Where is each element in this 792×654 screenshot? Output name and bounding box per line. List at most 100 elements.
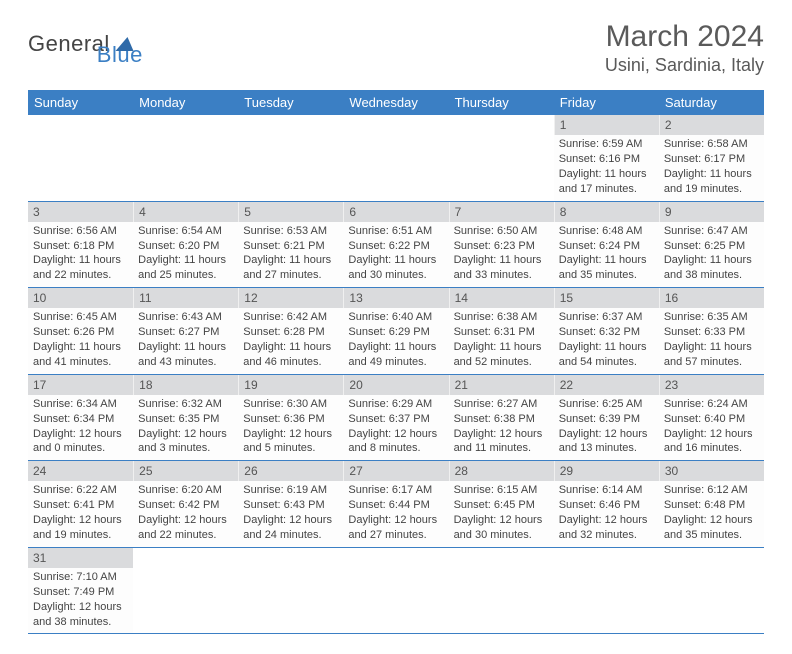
day-number: 26 [238,461,343,481]
day-number: 5 [238,202,343,222]
daylight-line1: Daylight: 11 hours [33,253,128,268]
day-cell: 30Sunrise: 6:12 AMSunset: 6:48 PMDayligh… [659,461,764,548]
logo-triangle-icon [115,37,136,51]
day-cell [238,547,343,634]
sunset-line: Sunset: 6:28 PM [243,325,338,340]
day-number: 13 [343,288,448,308]
sunset-line: Sunset: 6:38 PM [454,412,549,427]
daylight-line1: Daylight: 12 hours [138,427,233,442]
week-row: 1Sunrise: 6:59 AMSunset: 6:16 PMDaylight… [28,115,764,201]
sunset-line: Sunset: 6:42 PM [138,498,233,513]
day-number: 10 [28,288,133,308]
sunrise-line: Sunrise: 6:19 AM [243,483,338,498]
daylight-line1: Daylight: 11 hours [454,340,549,355]
sunset-line: Sunset: 6:21 PM [243,239,338,254]
day-cell [554,547,659,634]
day-cell: 23Sunrise: 6:24 AMSunset: 6:40 PMDayligh… [659,374,764,461]
sunrise-line: Sunrise: 6:45 AM [33,310,128,325]
day-cell [238,115,343,201]
sunrise-line: Sunrise: 6:50 AM [454,224,549,239]
month-title: March 2024 [605,20,764,53]
sunrise-line: Sunrise: 6:47 AM [664,224,759,239]
day-number: 29 [554,461,659,481]
day-cell [343,547,448,634]
daylight-line2: and 41 minutes. [33,355,128,370]
day-cell: 15Sunrise: 6:37 AMSunset: 6:32 PMDayligh… [554,288,659,375]
sunset-line: Sunset: 6:32 PM [559,325,654,340]
sunset-line: Sunset: 6:27 PM [138,325,233,340]
sunset-line: Sunset: 6:39 PM [559,412,654,427]
day-cell: 22Sunrise: 6:25 AMSunset: 6:39 PMDayligh… [554,374,659,461]
day-cell: 4Sunrise: 6:54 AMSunset: 6:20 PMDaylight… [133,201,238,288]
weekday-tue: Tuesday [238,90,343,115]
sunset-line: Sunset: 6:34 PM [33,412,128,427]
weekday-wed: Wednesday [343,90,448,115]
sunrise-line: Sunrise: 6:15 AM [454,483,549,498]
daylight-line2: and 43 minutes. [138,355,233,370]
week-row: 31Sunrise: 7:10 AMSunset: 7:49 PMDayligh… [28,547,764,634]
daylight-line1: Daylight: 12 hours [243,513,338,528]
day-cell: 28Sunrise: 6:15 AMSunset: 6:45 PMDayligh… [449,461,554,548]
day-number: 2 [659,115,764,135]
weekday-sat: Saturday [659,90,764,115]
day-cell: 25Sunrise: 6:20 AMSunset: 6:42 PMDayligh… [133,461,238,548]
week-row: 17Sunrise: 6:34 AMSunset: 6:34 PMDayligh… [28,374,764,461]
weekday-sun: Sunday [28,90,133,115]
daylight-line2: and 27 minutes. [348,528,443,543]
daylight-line2: and 17 minutes. [559,182,654,197]
daylight-line2: and 25 minutes. [138,268,233,283]
sunrise-line: Sunrise: 6:32 AM [138,397,233,412]
sunset-line: Sunset: 6:43 PM [243,498,338,513]
daylight-line1: Daylight: 12 hours [664,427,759,442]
sunset-line: Sunset: 6:36 PM [243,412,338,427]
daylight-line1: Daylight: 11 hours [664,253,759,268]
sunset-line: Sunset: 6:41 PM [33,498,128,513]
sunrise-line: Sunrise: 6:14 AM [559,483,654,498]
sunset-line: Sunset: 6:48 PM [664,498,759,513]
daylight-line1: Daylight: 12 hours [664,513,759,528]
daylight-line2: and 19 minutes. [664,182,759,197]
sunrise-line: Sunrise: 6:42 AM [243,310,338,325]
daylight-line2: and 57 minutes. [664,355,759,370]
day-cell [343,115,448,201]
sunrise-line: Sunrise: 6:29 AM [348,397,443,412]
day-cell [133,115,238,201]
day-cell: 5Sunrise: 6:53 AMSunset: 6:21 PMDaylight… [238,201,343,288]
weekday-header-row: Sunday Monday Tuesday Wednesday Thursday… [28,90,764,115]
day-number: 17 [28,375,133,395]
logo: General Blue [28,20,143,68]
day-number: 23 [659,375,764,395]
day-number: 28 [449,461,554,481]
day-cell: 16Sunrise: 6:35 AMSunset: 6:33 PMDayligh… [659,288,764,375]
weekday-thu: Thursday [449,90,554,115]
sunrise-line: Sunrise: 6:25 AM [559,397,654,412]
sunrise-line: Sunrise: 6:35 AM [664,310,759,325]
daylight-line2: and 5 minutes. [243,441,338,456]
day-cell: 9 Sunrise: 6:47 AMSunset: 6:25 PMDaylight… [659,201,764,288]
sunset-line: Sunset: 6:33 PM [664,325,759,340]
daylight-line2: and 0 minutes. [33,441,128,456]
sunrise-line: Sunrise: 6:37 AM [559,310,654,325]
sunset-line: Sunset: 6:25 PM [664,239,759,254]
sunrise-line: Sunrise: 6:27 AM [454,397,549,412]
sunset-line: Sunset: 6:35 PM [138,412,233,427]
sunrise-line: Sunrise: 6:59 AM [559,137,654,152]
daylight-line2: and 38 minutes. [664,268,759,283]
day-cell: 3Sunrise: 6:56 AMSunset: 6:18 PMDaylight… [28,201,133,288]
day-cell: 10Sunrise: 6:45 AMSunset: 6:26 PMDayligh… [28,288,133,375]
sunrise-line: Sunrise: 6:20 AM [138,483,233,498]
daylight-line1: Daylight: 11 hours [243,253,338,268]
day-number: 9 [659,202,764,222]
daylight-line2: and 33 minutes. [454,268,549,283]
calendar-table: Sunday Monday Tuesday Wednesday Thursday… [28,90,764,634]
day-number: 8 [554,202,659,222]
sunset-line: Sunset: 6:24 PM [559,239,654,254]
day-cell: 14Sunrise: 6:38 AMSunset: 6:31 PMDayligh… [449,288,554,375]
day-cell: 7Sunrise: 6:50 AMSunset: 6:23 PMDaylight… [449,201,554,288]
day-cell [449,115,554,201]
daylight-line1: Daylight: 12 hours [454,427,549,442]
day-cell: 29Sunrise: 6:14 AMSunset: 6:46 PMDayligh… [554,461,659,548]
day-number: 19 [238,375,343,395]
daylight-line1: Daylight: 12 hours [33,427,128,442]
sunrise-line: Sunrise: 6:40 AM [348,310,443,325]
